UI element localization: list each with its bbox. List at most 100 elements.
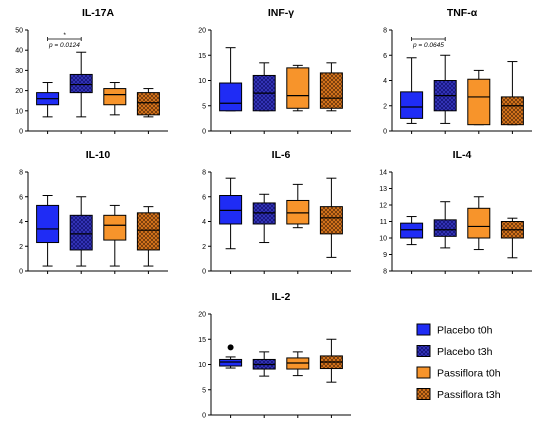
legend-swatch	[416, 345, 431, 357]
y-tick-label: 11	[380, 219, 387, 226]
y-tick-label: 30	[15, 68, 23, 75]
y-tick-label: 0	[202, 413, 206, 420]
y-tick-label: 12	[379, 203, 387, 210]
panel-title-il-2: IL-2	[272, 291, 291, 303]
box-placebo-t0h	[400, 57, 424, 134]
legend-swatch	[416, 388, 431, 400]
p-value-label: p = 0.0124	[48, 42, 80, 49]
panel-inf: INF-γ 0 5 10 15 20	[198, 7, 351, 136]
y-tick-label: 4	[202, 219, 206, 226]
y-tick-label: 15	[198, 337, 206, 344]
box-passiflora-t0h	[286, 351, 310, 418]
iqr-box	[136, 92, 160, 116]
box-placebo-t0h	[400, 216, 424, 274]
y-tick-label: 6	[19, 194, 23, 201]
y-tick-label: 5	[202, 103, 206, 110]
y-tick-label: 2	[202, 244, 206, 251]
iqr-box	[500, 96, 524, 126]
box-placebo-t3h	[433, 201, 457, 274]
panel-il-17a: IL-17A 0 10 20 30 40 50 * p = 0.0124	[15, 7, 168, 136]
box-passiflora-t3h	[319, 62, 343, 134]
panel-il-2: IL-2 0 5 10 15 20	[198, 291, 351, 420]
legend-swatch	[416, 323, 431, 336]
y-tick-label: 20	[198, 28, 206, 35]
y-tick-label: 0	[383, 129, 387, 136]
y-tick-label: 2	[383, 103, 387, 110]
legend: Placebo t0h Placebo t3h Passiflora t0h Pass…	[416, 323, 501, 401]
box-passiflora-t0h	[103, 204, 127, 274]
box-placebo-t3h	[69, 51, 93, 134]
box-placebo-t0h	[36, 82, 60, 134]
box-passiflora-t0h	[467, 196, 491, 274]
legend-swatch	[416, 366, 431, 379]
box-passiflora-t0h	[286, 183, 310, 274]
iqr-box	[103, 88, 127, 106]
p-value-label: p = 0.0645	[412, 42, 444, 49]
y-tick-label: 8	[383, 269, 387, 276]
legend-label: Placebo t3h	[437, 346, 493, 358]
panel-title-inf: INF-γ	[268, 7, 294, 19]
y-tick-label: 10	[198, 362, 206, 369]
legend-item-placebo-t0h: Placebo t0h	[416, 323, 493, 337]
legend-label: Passiflora t0h	[437, 368, 501, 380]
legend-item-passiflora-t0h: Passiflora t0h	[416, 366, 501, 380]
panel-title-il-6: IL-6	[272, 149, 291, 161]
y-tick-label: 2	[19, 244, 23, 251]
panel-title-il-17a: IL-17A	[82, 7, 115, 19]
iqr-box	[103, 214, 127, 241]
box-passiflora-t0h	[103, 82, 127, 134]
iqr-box	[252, 202, 276, 225]
iqr-box	[433, 219, 457, 237]
box-placebo-t3h	[433, 54, 457, 134]
y-tick-label: 4	[19, 219, 23, 226]
box-passiflora-t3h	[500, 61, 524, 134]
y-tick-label: 13	[379, 186, 387, 193]
box-placebo-t0h	[219, 344, 243, 418]
box-passiflora-t3h	[136, 206, 160, 274]
iqr-box	[286, 67, 310, 109]
y-tick-label: 0	[202, 129, 206, 136]
panel-title-tnf: TNF-α	[447, 7, 478, 19]
y-tick-label: 20	[15, 88, 23, 95]
iqr-box	[219, 358, 243, 367]
y-tick-label: 0	[19, 269, 23, 276]
box-placebo-t3h	[252, 62, 276, 134]
y-tick-label: 6	[383, 53, 387, 60]
box-passiflora-t3h	[319, 177, 343, 274]
y-tick-label: 14	[379, 170, 387, 177]
box-placebo-t3h	[252, 351, 276, 418]
iqr-box	[400, 222, 424, 239]
y-tick-label: 6	[202, 194, 206, 201]
y-tick-label: 10	[15, 108, 23, 115]
panel-il-4: IL-4 8 9 10 11 12 13 14	[379, 149, 532, 276]
iqr-box	[467, 207, 491, 239]
iqr-box	[319, 72, 343, 109]
y-tick-label: 20	[198, 312, 206, 319]
y-tick-label: 10	[198, 78, 206, 85]
y-tick-label: 40	[15, 48, 23, 55]
legend-item-placebo-t3h: Placebo t3h	[416, 345, 493, 358]
legend-item-passiflora-t3h: Passiflora t3h	[416, 388, 501, 401]
y-tick-label: 0	[19, 129, 23, 136]
iqr-box	[219, 82, 243, 112]
box-placebo-t0h	[219, 47, 243, 134]
legend-label: Passiflora t3h	[437, 389, 501, 401]
panel-il-6: IL-6 0 2 4 6 8	[202, 149, 351, 276]
y-tick-label: 8	[202, 170, 206, 177]
iqr-box	[136, 212, 160, 251]
outlier-point	[227, 344, 234, 351]
y-tick-label: 8	[19, 170, 23, 177]
y-tick-label: 8	[383, 28, 387, 35]
y-tick-label: 50	[15, 28, 23, 35]
y-tick-label: 0	[202, 269, 206, 276]
box-passiflora-t3h	[136, 88, 160, 134]
box-passiflora-t3h	[319, 338, 343, 418]
iqr-box	[319, 206, 343, 235]
iqr-box	[69, 214, 93, 251]
panel-tnf: TNF-α 0 2 4 6 8 p = 0.0645	[383, 7, 532, 136]
y-tick-label: 4	[383, 78, 387, 85]
iqr-box	[400, 91, 424, 119]
panel-title-il-10: IL-10	[86, 149, 111, 161]
